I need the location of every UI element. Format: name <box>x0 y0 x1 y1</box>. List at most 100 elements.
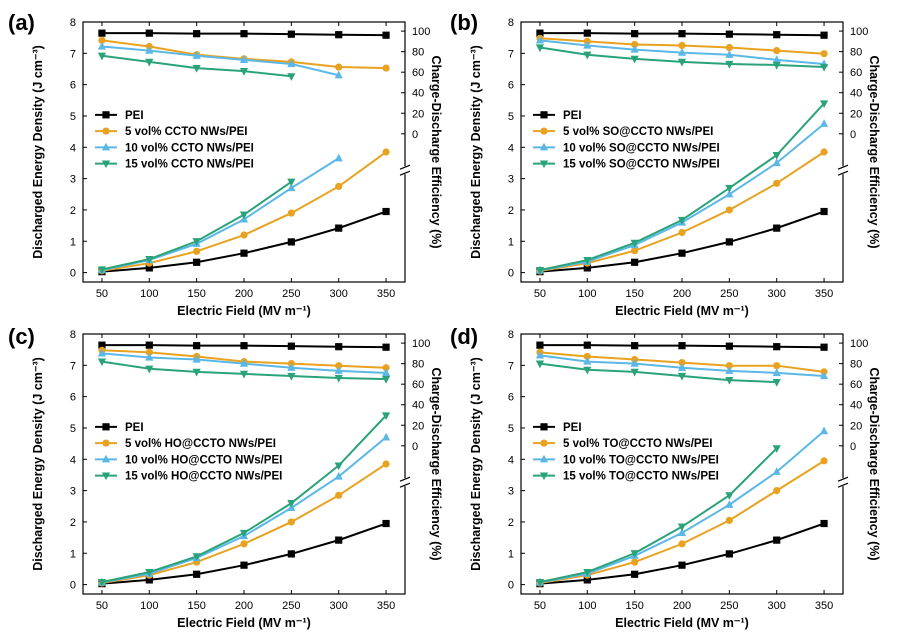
energy-density-point <box>725 189 734 198</box>
efficiency-point <box>772 61 781 70</box>
energy-density-point <box>382 148 390 156</box>
energy-density-point <box>381 412 391 421</box>
y-right-tick-label: 20 <box>850 420 862 432</box>
y-left-axis-title: Discharged Energy Density (J cm⁻³) <box>469 45 483 259</box>
series-1 <box>98 346 390 587</box>
panel-label: (c) <box>8 324 35 349</box>
efficiency-point <box>678 41 686 50</box>
efficiency-point <box>382 364 390 372</box>
legend-label: 10 vol% SO@CCTO NWs/PEI <box>563 142 720 154</box>
energy-density-point <box>772 467 781 475</box>
legend-swatch-marker <box>102 439 110 447</box>
x-tick-label: 300 <box>330 288 348 300</box>
energy-density-point <box>287 550 295 558</box>
axis-break-mark <box>399 482 411 488</box>
energy-density-point <box>192 553 201 562</box>
series-2 <box>97 348 391 586</box>
panel-1: (b)50 100 150 200 250 300 35001234567802040608… <box>450 10 881 318</box>
legend-swatch-marker <box>102 111 110 119</box>
efficiency-point <box>677 58 687 67</box>
legend-label: 15 vol% SO@CCTO NWs/PEI <box>563 159 720 171</box>
efficiency-point <box>536 341 544 349</box>
y-left-tick-label: 7 <box>508 360 514 372</box>
series-3 <box>535 44 829 275</box>
efficiency-point <box>145 29 153 37</box>
efficiency-point <box>335 343 343 351</box>
efficiency-point <box>239 55 249 63</box>
legend-swatch-marker <box>539 142 549 151</box>
efficiency-point <box>725 376 734 385</box>
y-left-tick-label: 4 <box>508 142 514 154</box>
efficiency-point <box>98 36 106 44</box>
legend-label: 5 vol% HO@CCTO NWs/PEI <box>125 438 276 450</box>
energy-density-point <box>678 540 686 548</box>
energy-density-point <box>773 536 781 544</box>
energy-density-point <box>97 266 107 275</box>
efficiency-point <box>287 30 295 38</box>
efficiency-point <box>725 362 733 370</box>
efficiency-point <box>145 46 154 54</box>
energy-density-point <box>287 500 296 508</box>
y-left-tick-label: 4 <box>70 142 76 154</box>
x-axis-title: Electric Field (MV m⁻¹) <box>177 304 311 318</box>
legend-swatch-marker <box>539 454 549 463</box>
y-right-tick-label: 60 <box>850 67 862 79</box>
efficiency-point <box>97 52 107 61</box>
energy-density-point <box>677 216 687 225</box>
y-left-tick-label: 2 <box>70 517 76 529</box>
energy-density-point <box>725 184 734 193</box>
series-2 <box>535 350 829 586</box>
energy-density-point <box>240 540 248 548</box>
energy-density-point <box>772 158 781 167</box>
x-tick-label: 200 <box>235 288 253 300</box>
y-right-axis-title: Charge-Discharge Efficiency (%) <box>867 55 881 248</box>
energy-density-point <box>287 238 295 246</box>
legend-swatch-marker <box>102 127 110 135</box>
y-right-tick-label: 100 <box>850 338 868 350</box>
efficiency-point <box>287 372 296 381</box>
energy-density-point <box>773 179 781 187</box>
y-left-tick-label: 4 <box>508 454 514 466</box>
energy-density-point <box>287 518 295 526</box>
energy-density-line <box>539 447 778 584</box>
y-left-axis-title: Discharged Energy Density (J cm⁻³) <box>31 357 45 571</box>
x-tick-label: 150 <box>625 288 643 300</box>
energy-density-point <box>193 258 201 266</box>
y-left-tick-label: 2 <box>508 205 514 217</box>
energy-density-point <box>725 550 733 558</box>
series-0 <box>98 341 390 588</box>
y-left-tick-label: 8 <box>70 17 76 29</box>
energy-density-point <box>772 152 781 160</box>
efficiency-point <box>773 31 781 39</box>
efficiency-point <box>677 48 687 56</box>
y-left-tick-label: 3 <box>70 486 76 498</box>
x-tick-label: 200 <box>673 600 691 612</box>
efficiency-point <box>287 342 295 350</box>
energy-density-point <box>631 570 639 578</box>
efficiency-point <box>287 73 296 81</box>
efficiency-point <box>630 44 639 53</box>
y-right-tick-label: 60 <box>412 67 424 79</box>
series-1 <box>536 34 828 275</box>
y-left-tick-label: 0 <box>508 580 514 592</box>
efficiency-point <box>381 368 391 376</box>
axis-break-mark <box>837 476 849 482</box>
efficiency-point <box>583 29 591 37</box>
efficiency-point <box>239 68 249 76</box>
efficiency-point <box>335 31 343 39</box>
energy-density-point <box>287 183 296 192</box>
energy-density-point <box>535 266 545 275</box>
y-right-axis-title: Charge-Discharge Efficiency (%) <box>429 367 443 560</box>
efficiency-point <box>631 30 639 38</box>
efficiency-point <box>97 348 107 357</box>
x-tick-label: 150 <box>187 288 205 300</box>
y-left-axis-title: Discharged Energy Density (J cm⁻³) <box>469 357 483 571</box>
efficiency-point <box>819 371 829 380</box>
y-left-tick-label: 3 <box>70 174 76 186</box>
energy-density-point <box>725 516 733 524</box>
y-left-tick-label: 1 <box>70 548 76 560</box>
legend-label: PEI <box>563 110 582 122</box>
x-tick-label: 150 <box>625 600 643 612</box>
legend-label: 15 vol% CCTO NWs/PEI <box>125 159 254 171</box>
energy-density-point <box>677 523 687 532</box>
